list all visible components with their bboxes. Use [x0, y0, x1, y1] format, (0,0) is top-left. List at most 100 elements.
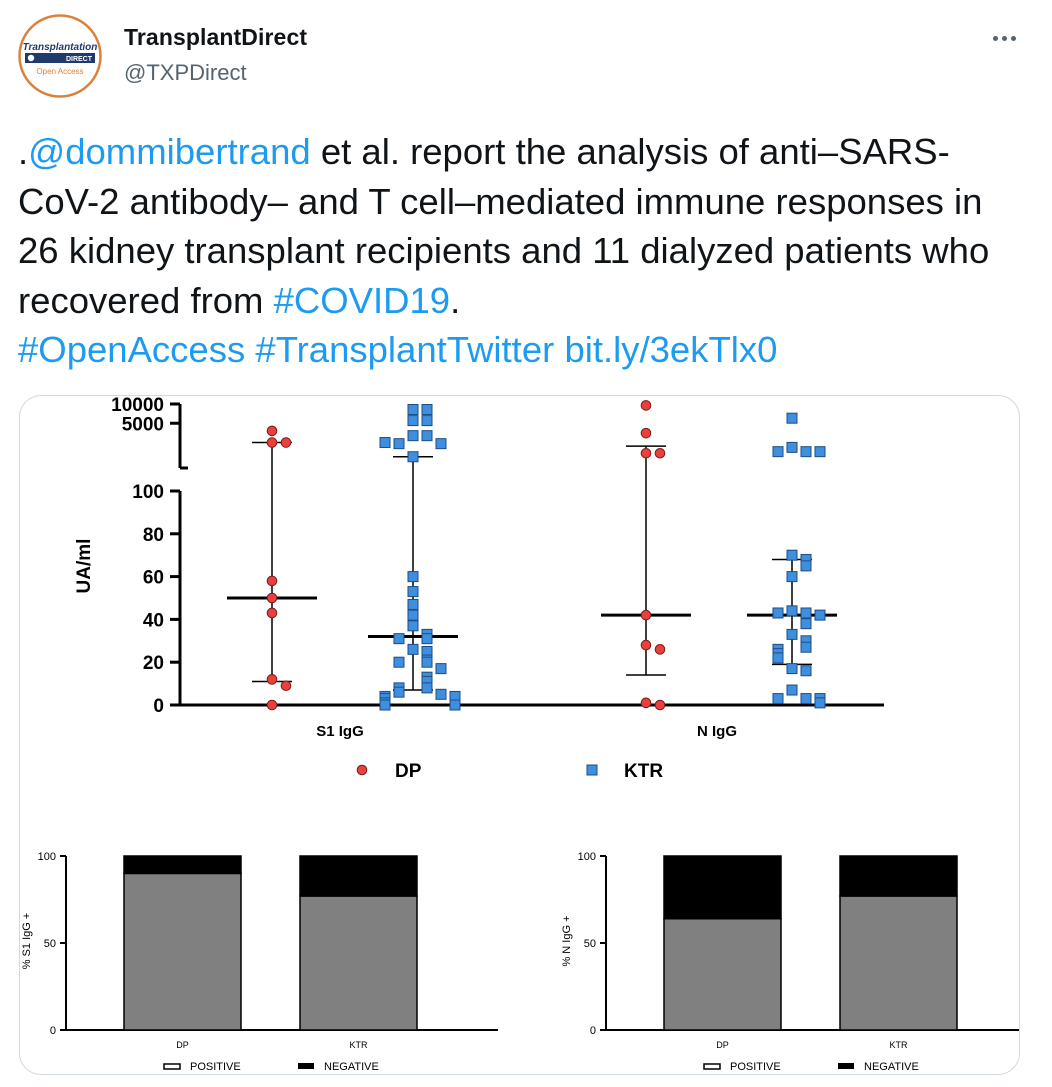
legend-swatch-negative — [838, 1063, 854, 1069]
data-point — [266, 674, 278, 685]
data-point — [800, 446, 812, 458]
bar-positive — [839, 895, 958, 1031]
account-handle[interactable]: @TXPDirect — [124, 60, 247, 85]
data-point — [435, 663, 447, 675]
data-point — [407, 620, 419, 632]
data-point — [407, 609, 419, 621]
legend-label-positive: POSITIVE — [730, 1061, 781, 1073]
data-point — [393, 686, 405, 698]
bar-y-axis-label: % N IgG + — [561, 915, 573, 966]
data-point — [800, 560, 812, 572]
data-point — [814, 609, 826, 621]
y-tick-label: 5000 — [122, 414, 164, 435]
y-tick-label: 100 — [132, 482, 164, 503]
data-point — [280, 437, 292, 448]
bar-y-tick-label: 0 — [50, 1025, 56, 1037]
bar-category-label: DP — [176, 1040, 189, 1050]
data-point — [407, 643, 419, 655]
avatar[interactable]: Transplantation DIRECT Open Access — [18, 14, 102, 98]
bar-y-axis-label: % S1 IgG + — [21, 913, 33, 970]
data-point — [407, 451, 419, 463]
bar-negative — [839, 855, 958, 897]
bar-chart-s1-igg: 0 50 100 % S1 IgG + DP KTR POSITIVE NEGATIVE — [21, 851, 498, 1073]
more-options-button[interactable] — [984, 24, 1024, 52]
hashtag-transplanttwitter-link[interactable]: #TransplantTwitter — [255, 329, 555, 370]
data-point — [421, 682, 433, 694]
y-tick-label: 0 — [153, 696, 164, 717]
bar-y-tick-label: 100 — [578, 851, 596, 863]
data-point — [772, 652, 784, 664]
bar-negative — [123, 855, 242, 875]
data-point — [640, 447, 652, 459]
data-point — [814, 697, 826, 709]
y-axis-label: UA/ml — [74, 539, 95, 594]
legend-swatch-negative — [298, 1063, 314, 1069]
y-tick-label: 10000 — [111, 396, 164, 416]
y-tick-label: 40 — [143, 610, 164, 631]
bar-negative — [663, 855, 782, 920]
legend-label-positive: POSITIVE — [190, 1061, 241, 1073]
data-point — [393, 633, 405, 645]
data-point — [421, 404, 433, 416]
tweet-text-part-1: et al. report the analysis of anti–SARS-… — [18, 131, 990, 321]
data-point — [379, 699, 391, 711]
y-tick-label: 20 — [143, 653, 164, 674]
legend-label-dp: DP — [395, 761, 422, 782]
bar-category-label: DP — [716, 1040, 729, 1050]
data-point — [449, 699, 461, 711]
data-point — [407, 415, 419, 427]
hashtag-openaccess-link[interactable]: #OpenAccess — [18, 329, 246, 370]
data-point — [786, 684, 798, 696]
legend-marker-dp — [356, 764, 368, 776]
data-point — [640, 427, 652, 439]
data-point — [266, 425, 278, 437]
legend-label-ktr: KTR — [624, 761, 663, 782]
bar-y-tick-label: 0 — [590, 1025, 596, 1037]
y-tick-label: 80 — [143, 525, 164, 546]
bar-y-tick-label: 50 — [44, 938, 56, 950]
display-name[interactable]: TransplantDirect — [124, 24, 308, 50]
data-point — [421, 656, 433, 668]
data-point — [654, 447, 666, 459]
data-point — [435, 688, 447, 700]
data-point — [407, 586, 419, 598]
data-point — [266, 437, 278, 448]
data-point — [393, 656, 405, 668]
data-point — [407, 598, 419, 610]
data-point — [786, 571, 798, 583]
data-point — [407, 430, 419, 442]
legend-label-negative: NEGATIVE — [864, 1061, 919, 1073]
series-ktr-n-igg — [747, 412, 837, 709]
y-tick-label: 60 — [143, 568, 164, 589]
data-point — [800, 641, 812, 653]
legend-label-negative: NEGATIVE — [324, 1061, 379, 1073]
data-point — [800, 665, 812, 677]
data-point — [407, 571, 419, 583]
data-point — [786, 441, 798, 453]
data-point — [421, 415, 433, 427]
data-point — [421, 633, 433, 645]
tweet-prefix: . — [18, 131, 29, 172]
mention-link[interactable]: @dommibertrand — [28, 131, 311, 172]
data-point — [266, 607, 278, 619]
series-ktr-s1-igg — [368, 404, 461, 711]
bar-category-label: KTR — [350, 1040, 369, 1050]
avatar-logo-bottom: Open Access — [36, 67, 83, 76]
x-category-label: S1 IgG — [316, 723, 364, 740]
data-point — [786, 412, 798, 424]
bar-y-tick-label: 100 — [38, 851, 56, 863]
data-point — [266, 592, 278, 604]
data-point — [379, 437, 391, 449]
x-category-label: N IgG — [697, 723, 737, 740]
data-point — [640, 639, 652, 651]
series-dp-n-igg — [601, 400, 691, 711]
hashtag-covid19-link[interactable]: #COVID19 — [273, 279, 451, 321]
data-point — [654, 699, 666, 711]
media-image[interactable]: 0 20 40 60 80 100 5000 10000 UA/ml S1 IgG N IgG DP K… — [19, 395, 1020, 1075]
data-point — [772, 607, 784, 619]
bar-positive — [663, 917, 782, 1031]
short-url-link[interactable]: bit.ly/3ekTlx0 — [564, 329, 778, 370]
bar-category-label: KTR — [890, 1040, 909, 1050]
data-point — [266, 699, 278, 711]
